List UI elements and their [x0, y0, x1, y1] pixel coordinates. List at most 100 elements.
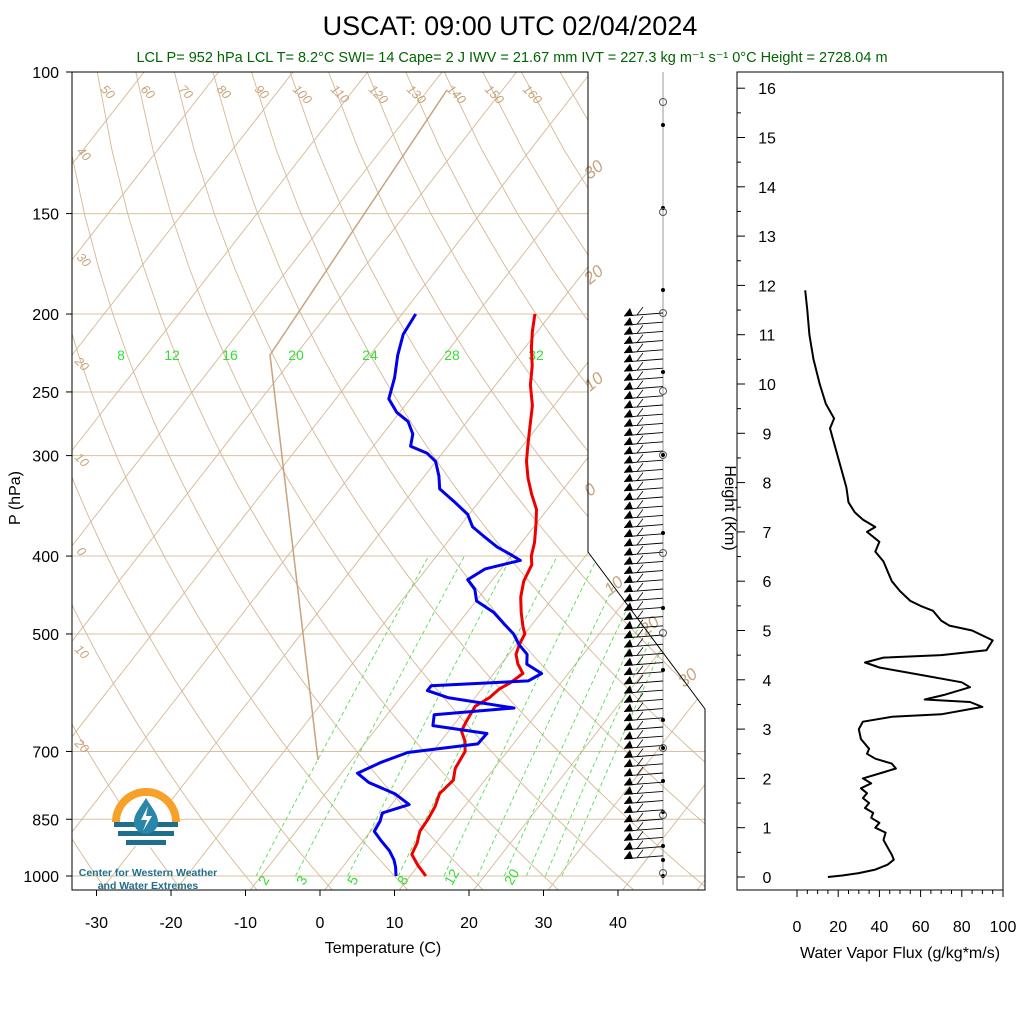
- dewpoint-profile: [356, 313, 544, 877]
- temperature-line: [410, 313, 538, 877]
- dry-adiabat-line: [72, 72, 185, 890]
- dry-adiabat-line: [72, 72, 411, 890]
- pressure-tick-label: 150: [32, 207, 59, 224]
- isotherm-line: [72, 72, 608, 890]
- pressure-tick-label: 400: [32, 549, 59, 566]
- wind-barb: [624, 777, 633, 786]
- dry-adiabat-line: [289, 72, 705, 890]
- wind-barb: [636, 435, 644, 445]
- wind-barb: [624, 556, 633, 565]
- isotherm-line: [170, 72, 705, 890]
- mixing-ratio-label: 16: [222, 347, 238, 363]
- flux-tick-label: 40: [871, 919, 889, 936]
- wind-barb: [636, 398, 644, 408]
- pressure-tick-label: 200: [32, 307, 59, 324]
- height-tick-label: 6: [763, 574, 772, 591]
- dry-adiabat-line: [135, 72, 638, 890]
- calm-wind-circle: [659, 629, 667, 637]
- logo-text-line1: Center for Western Weather: [79, 867, 217, 879]
- height-tick-label: 0: [763, 870, 772, 887]
- temperature-tick-label: 40: [609, 915, 627, 932]
- wind-barb: [636, 637, 644, 647]
- height-tick-label: 13: [758, 229, 776, 246]
- dry-adiabat-label: 110: [328, 82, 352, 106]
- wind-barb: [624, 712, 633, 721]
- wind-barb: [636, 371, 644, 380]
- flux-plot-frame: [736, 71, 1004, 891]
- height-tick-label: 2: [763, 771, 772, 788]
- temperature-profile: [410, 313, 538, 877]
- calm-wind-circle: [659, 98, 667, 106]
- mixing-ratio-label: 2: [255, 873, 273, 888]
- dry-adiabat-line: [173, 72, 705, 890]
- wind-barb: [636, 601, 644, 610]
- mixing-ratio-line: [443, 555, 599, 877]
- wind-barb: [636, 361, 644, 371]
- temperature-tick-label: 0: [316, 915, 325, 932]
- wind-barb: [636, 794, 644, 803]
- calm-wind-dot: [661, 844, 665, 848]
- isobar-lines: [72, 72, 705, 877]
- wind-barb: [624, 676, 633, 684]
- flux-tick-label: 0: [793, 919, 802, 936]
- temperature-axis-ticks: -30 -20 -10 0 10 20 30 40: [85, 890, 627, 932]
- wind-barb: [636, 757, 644, 767]
- mixing-ratio-line: [255, 555, 429, 877]
- dry-adiabat-label: 10: [72, 642, 92, 662]
- wind-barb: [636, 481, 644, 491]
- wave-band: [126, 840, 166, 845]
- wind-barb: [636, 748, 644, 757]
- wind-barb: [636, 509, 644, 518]
- isotherm-line: [245, 72, 705, 890]
- height-tick-label: 3: [763, 722, 772, 739]
- wind-barb: [624, 832, 633, 841]
- isotherm-line: [72, 72, 384, 890]
- water-vapor-flux-line: [804, 290, 994, 878]
- mixing-ratio-label: 24: [362, 347, 378, 363]
- calm-wind-circle: [659, 869, 667, 877]
- temperature-tick-label: -30: [85, 915, 108, 932]
- dry-adiabat-line: [791, 72, 1024, 893]
- dry-adiabat-line: [212, 72, 705, 890]
- wind-barb: [624, 436, 633, 445]
- mixing-ratio-lines: [255, 555, 705, 877]
- wind-barb: [624, 482, 633, 491]
- x-axis-label: Temperature (C): [325, 940, 441, 957]
- wind-barb: [624, 666, 633, 675]
- dry-adiabat-lines: [72, 72, 1024, 893]
- wind-barb: [624, 630, 633, 638]
- wind-barb: [636, 610, 644, 619]
- dry-adiabat-line: [328, 72, 705, 890]
- wind-barb: [636, 702, 644, 711]
- wind-barb: [624, 758, 633, 767]
- wind-barb: [624, 574, 633, 583]
- wind-barb: [624, 473, 633, 482]
- mixing-ratio-label: 28: [444, 347, 460, 363]
- wind-barb: [624, 455, 633, 464]
- isotherm-line: [468, 72, 705, 890]
- wind-barb: [624, 344, 633, 353]
- wind-barb: [624, 814, 633, 822]
- wind-barb: [636, 426, 644, 435]
- calm-wind-dot: [661, 453, 665, 457]
- wind-barb: [624, 519, 633, 528]
- height-tick-label: 11: [759, 328, 776, 345]
- isotherm-lines: [72, 72, 705, 890]
- flux-x-axis-label: Water Vapor Flux (g/kg*m/s): [800, 945, 1000, 962]
- wind-barb: [624, 326, 633, 335]
- moist-adiabat-label: 10: [600, 572, 627, 599]
- wind-barb: [636, 775, 644, 785]
- dry-adiabat-label: 150: [482, 82, 507, 107]
- dry-adiabat-line: [72, 72, 487, 890]
- height-tick-label: 1: [763, 821, 772, 838]
- wind-barb: [636, 564, 644, 573]
- wind-barb: [624, 427, 633, 436]
- wind-barb: [624, 409, 633, 418]
- wind-barb: [624, 722, 633, 730]
- calm-wind-circle: [659, 387, 667, 395]
- lightning-icon: [141, 806, 152, 831]
- calm-wind-dot: [661, 779, 665, 783]
- height-tick-label: 12: [758, 278, 776, 295]
